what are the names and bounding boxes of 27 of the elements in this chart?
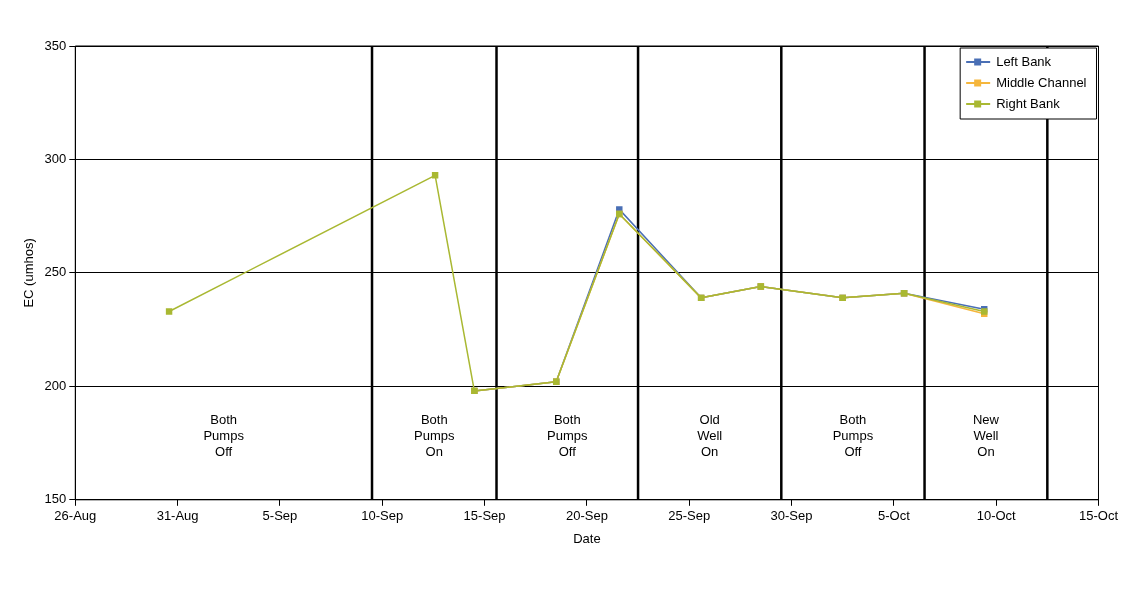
y-tick-label: 200 <box>44 377 67 393</box>
x-tick-label: 10-Sep <box>361 508 404 524</box>
x-tick-label: 15-Oct <box>1078 508 1119 524</box>
legend-label: Middle Channel <box>996 74 1087 90</box>
annotation: Both Pumps Off <box>832 411 874 459</box>
x-tick-label: 26-Aug <box>54 508 97 524</box>
annotation: Both Pumps On <box>414 411 455 459</box>
legend-label: Left Bank <box>996 53 1052 69</box>
x-tick-label: 15-Sep <box>463 508 506 524</box>
x-axis-title: Date <box>573 530 601 546</box>
annotation: Both Pumps Off <box>203 411 245 459</box>
x-tick-label: 5-Sep <box>262 508 298 524</box>
y-tick-label: 150 <box>44 491 67 507</box>
x-tick-label: 31-Aug <box>156 508 199 524</box>
annotation: New Well On <box>972 411 1000 459</box>
x-tick-label: 10-Oct <box>976 508 1017 524</box>
annotation: Both Pumps Off <box>547 411 589 459</box>
x-tick-label: 30-Sep <box>770 508 813 524</box>
x-tick-label: 25-Sep <box>668 508 711 524</box>
y-axis-title: EC (umhos) <box>21 238 37 308</box>
legend-label: Right Bank <box>996 95 1061 111</box>
x-tick-label: 5-Oct <box>877 508 911 524</box>
x-tick-label: 20-Sep <box>565 508 608 524</box>
annotation: Old Well On <box>697 411 723 459</box>
y-tick-label: 300 <box>44 151 67 167</box>
y-tick-label: 350 <box>44 37 67 53</box>
y-tick-label: 250 <box>44 264 67 280</box>
